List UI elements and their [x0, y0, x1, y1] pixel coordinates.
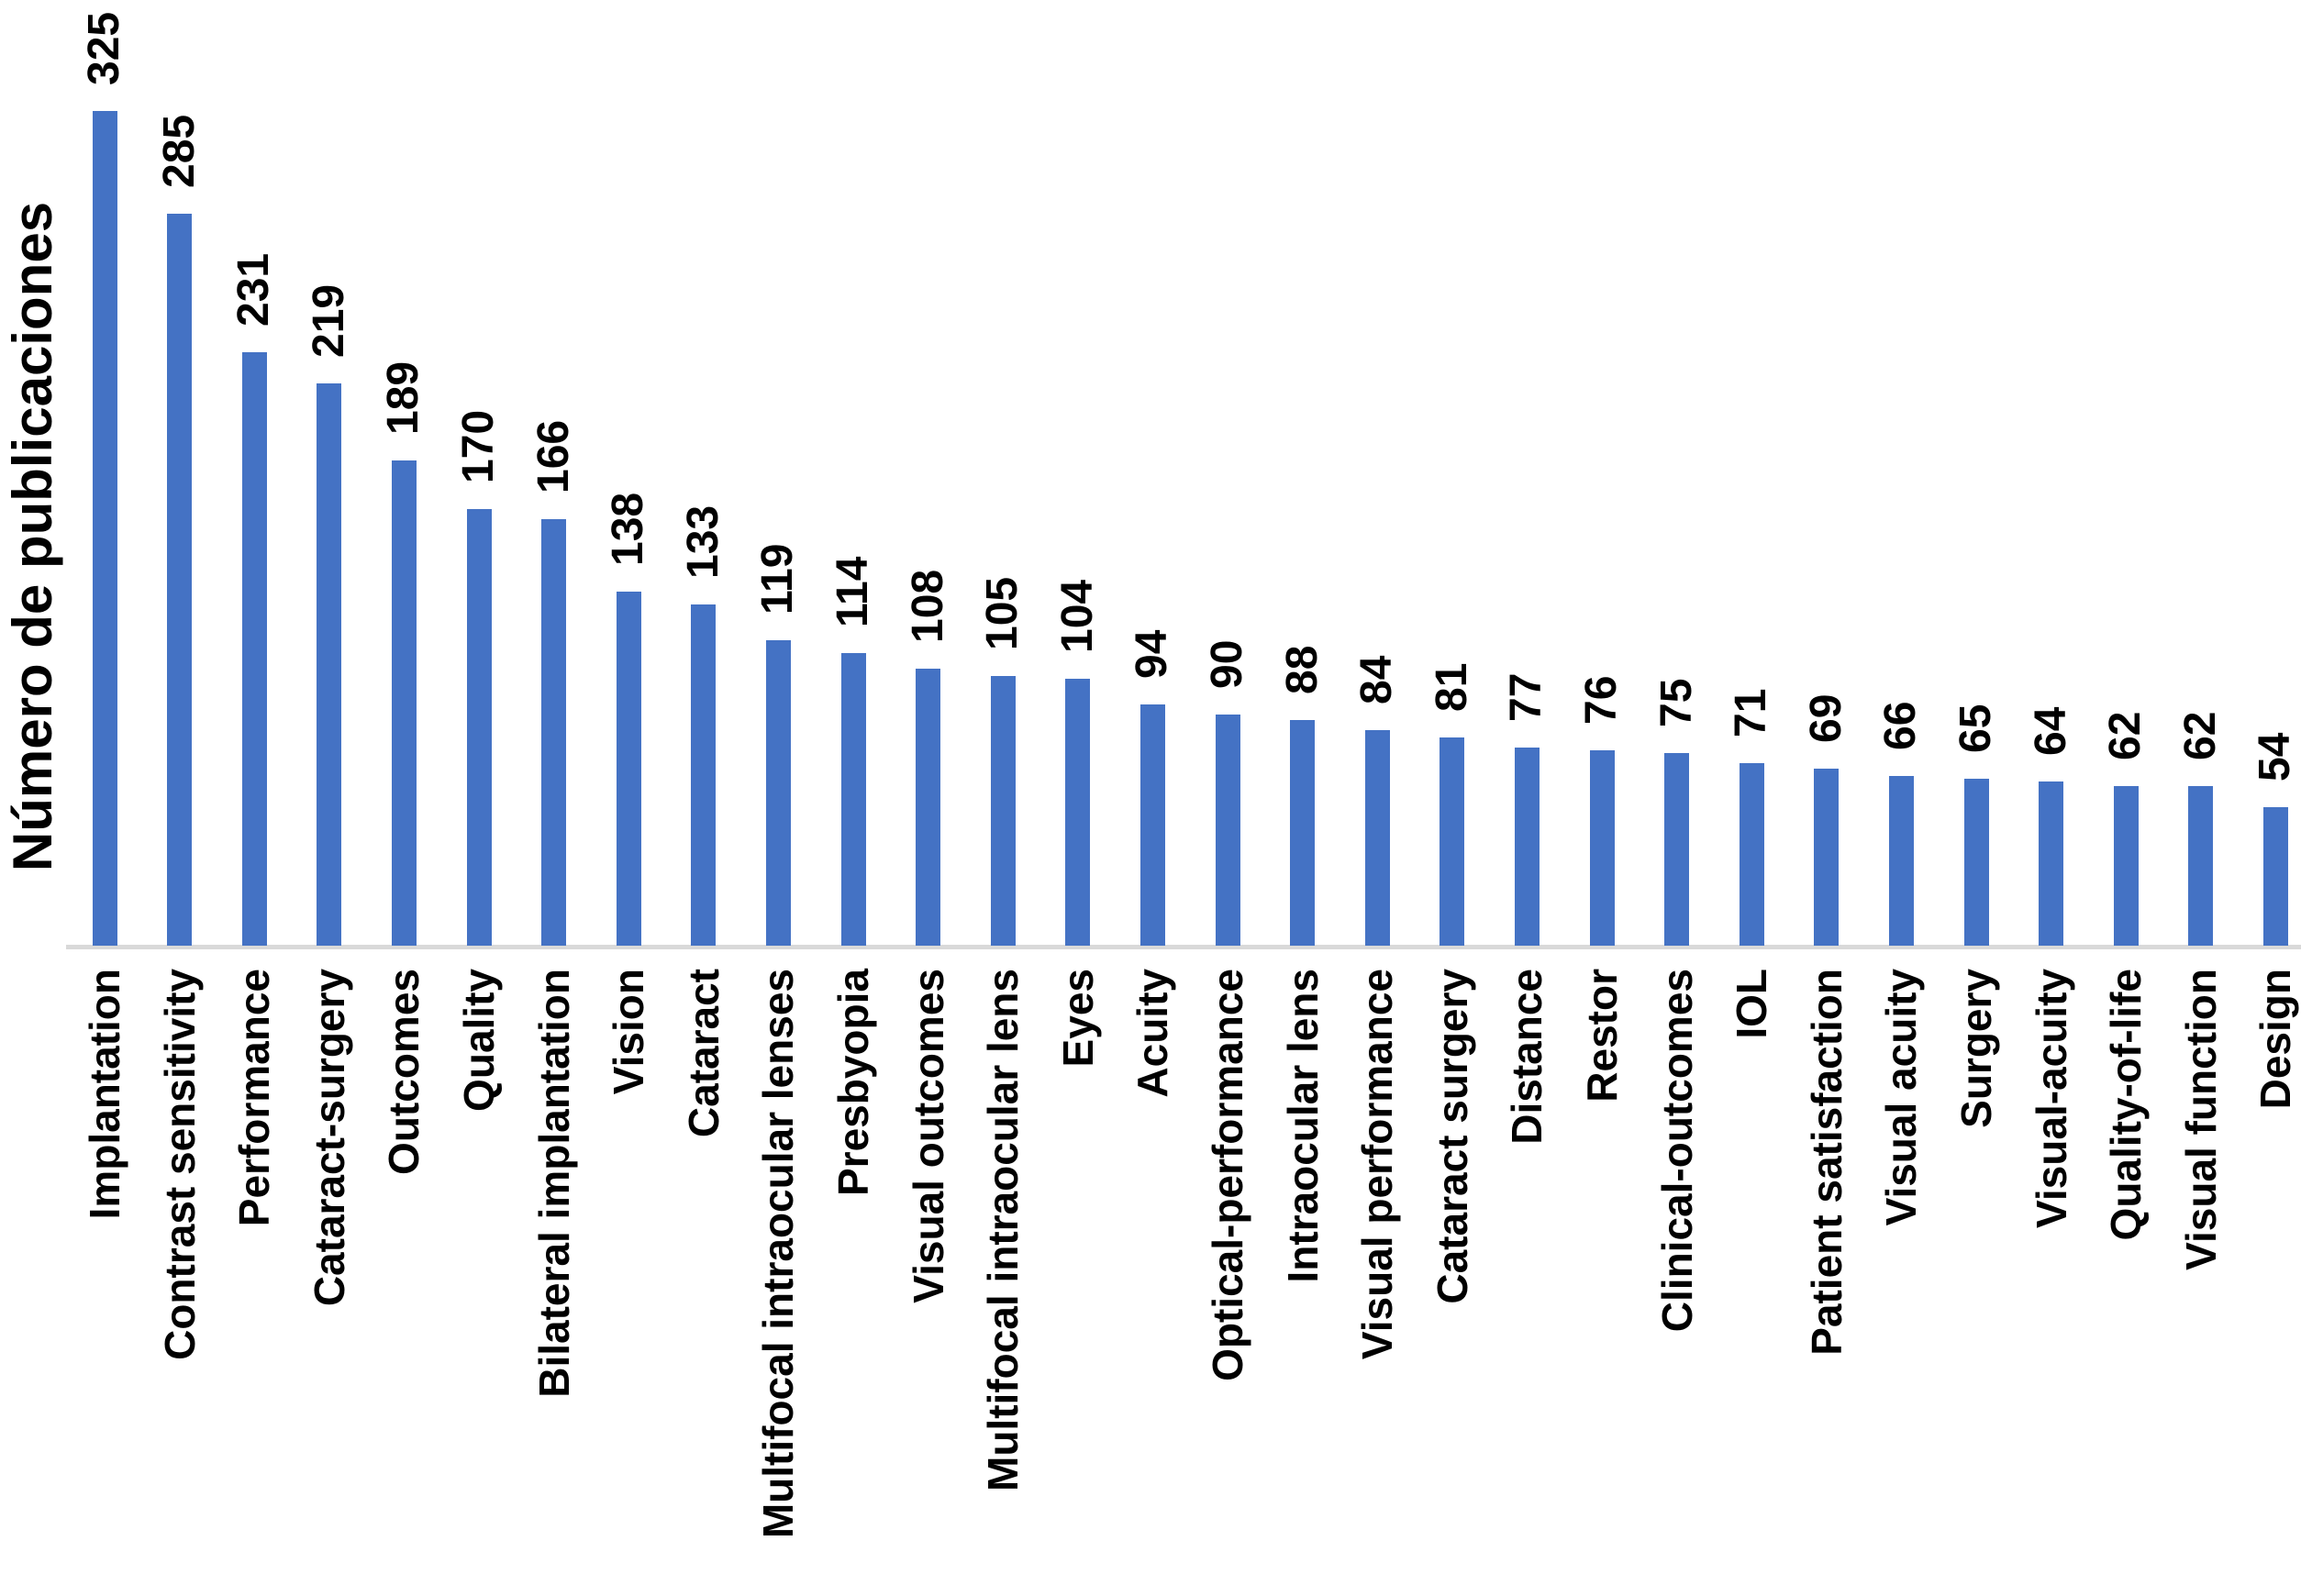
bar-category-label: Outcomes [380, 969, 428, 1175]
bar-value-label: 88 [1277, 645, 1327, 694]
bar-category-label: Quality-of-life [2102, 969, 2151, 1241]
bar [167, 214, 193, 946]
bar-value-label: 90 [1203, 639, 1251, 689]
bar-category-label: Visual function [2176, 969, 2225, 1270]
bar-category-label: Acuity [1128, 969, 1177, 1098]
bar-value-label: 69 [1801, 693, 1851, 743]
bar-category-label: Contrast sensitivity [155, 969, 204, 1360]
bar-category-label: Surgery [1952, 969, 2000, 1128]
bar [1963, 779, 1989, 946]
bar-value-label: 65 [1951, 704, 2000, 753]
bar-value-label: 66 [1876, 701, 1926, 751]
bar-category-label: Multifocal intraocular lens [979, 969, 1028, 1491]
bar [2188, 786, 2214, 946]
bar [1888, 776, 1914, 946]
bar-value-label: 75 [1651, 678, 1701, 727]
bar-value-label: 81 [1427, 662, 1476, 713]
bar [1514, 748, 1540, 946]
bar-value-label: 231 [229, 253, 279, 327]
bar-value-label: 71 [1727, 688, 1776, 738]
bar-category-label: Patient satisfaction [1802, 969, 1851, 1356]
x-axis-line [66, 945, 2301, 949]
bar [2262, 806, 2288, 946]
bar-category-label: Vision [605, 969, 653, 1095]
bar [840, 652, 866, 946]
bar [616, 591, 641, 946]
bar [2113, 786, 2139, 946]
bar-category-label: Cataract surgery [1428, 969, 1476, 1304]
bar-value-label: 166 [528, 420, 578, 494]
bar [241, 352, 267, 946]
bar-value-label: 170 [454, 409, 503, 483]
bar-category-label: IOL [1728, 969, 1776, 1039]
bar-value-label: 138 [604, 492, 653, 566]
bar [1814, 768, 1840, 946]
bar [1215, 715, 1240, 946]
bar-category-label: Visual performance [1353, 969, 1402, 1360]
bar-category-label: Cataract-surgery [305, 969, 353, 1307]
bar-category-label: Presbyopia [829, 969, 877, 1196]
bar [916, 668, 941, 946]
bar-category-label: Multifocal intraocular lenses [754, 969, 803, 1539]
bar [1739, 763, 1764, 946]
bar-value-label: 64 [2026, 706, 2075, 756]
bar-category-label: Clinical-outcomes [1652, 969, 1701, 1333]
bar-value-label: 84 [1352, 655, 1402, 704]
bar-value-label: 325 [80, 11, 128, 85]
bar [391, 460, 417, 946]
bar [765, 639, 791, 946]
bar-category-label: Performance [230, 969, 279, 1227]
bar-value-label: 76 [1577, 675, 1626, 726]
bar-value-label: 104 [1052, 579, 1102, 653]
bar-category-label: Bilateral implantation [529, 969, 578, 1398]
bar [92, 111, 117, 946]
bar-value-label: 114 [828, 556, 877, 627]
bar-category-label: Implantation [81, 969, 128, 1220]
bar-category-label: Visual acuity [1877, 969, 1926, 1226]
bar-category-label: Visual outcomes [904, 969, 952, 1303]
bar [317, 382, 342, 946]
bar [1664, 753, 1690, 946]
bar [1065, 678, 1091, 946]
bar [1440, 737, 1465, 946]
bar-category-label: Cataract [679, 969, 728, 1138]
bar-value-label: 62 [2175, 712, 2225, 761]
bar [2039, 781, 2064, 946]
bar-value-label: 189 [379, 360, 428, 435]
bar-category-label: Restor [1578, 969, 1626, 1103]
bar-value-label: 105 [978, 576, 1028, 650]
bar [466, 509, 492, 946]
bar-value-label: 77 [1502, 673, 1551, 723]
y-axis-title: Número de publicaciones [2, 201, 63, 872]
bar [1139, 704, 1165, 946]
bar [1290, 719, 1316, 946]
bar-category-label: Design [2251, 969, 2300, 1110]
bar-category-label: Intraocular lens [1278, 969, 1327, 1283]
bar-category-label: Distance [1503, 969, 1551, 1145]
bar-value-label: 108 [903, 569, 952, 643]
bar-category-label: Quality [455, 969, 503, 1112]
bar-category-label: Visual-acuity [2027, 969, 2075, 1228]
bar [541, 519, 567, 946]
bar-value-label: 94 [1128, 629, 1177, 679]
bar-category-label: Eyes [1053, 969, 1102, 1068]
bar-value-label: 219 [304, 283, 353, 358]
bar [1589, 750, 1615, 946]
bar-value-label: 285 [154, 114, 204, 188]
bar-category-label: Optical-performance [1204, 969, 1251, 1381]
bar-value-label: 133 [678, 504, 728, 579]
bar-value-label: 62 [2101, 712, 2151, 761]
bar-value-label: 54 [2251, 732, 2300, 781]
bar-value-label: 119 [753, 543, 803, 615]
bar [691, 604, 717, 946]
bar [990, 676, 1016, 946]
bar [1364, 729, 1390, 946]
